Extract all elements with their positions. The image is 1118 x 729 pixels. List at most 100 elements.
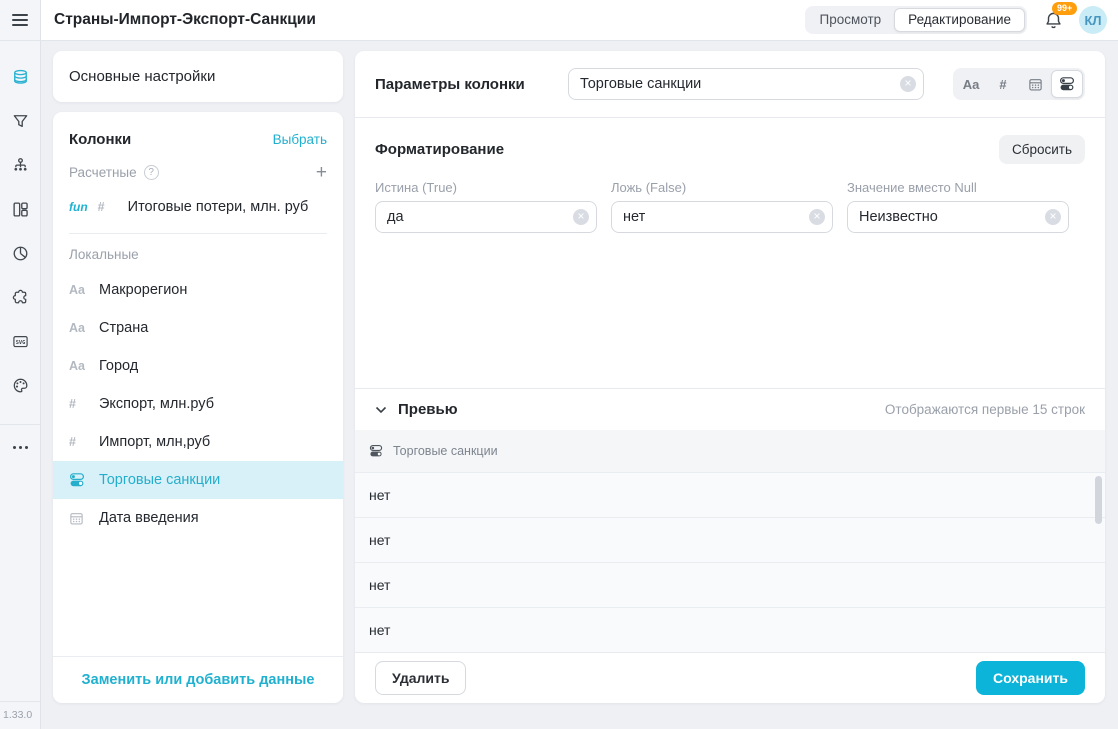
general-settings-label: Основные настройки <box>69 68 216 85</box>
reset-button[interactable]: Сбросить <box>998 135 1085 164</box>
table-row: нет <box>355 607 1105 652</box>
columns-title: Колонки <box>69 131 132 148</box>
type-selector: Aa # <box>953 68 1085 100</box>
table-row: нет <box>355 517 1105 562</box>
puzzle-icon <box>12 289 26 303</box>
hierarchy-icon <box>13 157 27 171</box>
number-type-icon: # <box>97 200 105 214</box>
column-item-date[interactable]: Дата введения <box>53 499 343 537</box>
column-item-label: Дата введения <box>99 510 199 526</box>
null-value-input[interactable] <box>847 201 1069 233</box>
table-row: нет <box>355 472 1105 517</box>
true-value-label: Истина (True) <box>375 180 457 195</box>
page-title: Страны-Импорт-Экспорт-Санкции <box>54 11 316 28</box>
layout-icon <box>12 201 28 217</box>
mode-edit-button[interactable]: Редактирование <box>894 8 1025 32</box>
rail-item-datasets[interactable] <box>0 55 40 99</box>
null-value-label: Значение вместо Null <box>847 180 977 195</box>
column-item-label: Страна <box>99 320 149 336</box>
clear-icon[interactable]: × <box>1045 209 1061 225</box>
preview-title: Превью <box>398 401 458 418</box>
svg-icon: SVG <box>12 335 28 347</box>
filter-icon <box>13 114 27 127</box>
column-name-input[interactable] <box>568 68 924 100</box>
preview-column-title: Торговые санкции <box>393 444 498 458</box>
mode-switcher: Просмотр Редактирование <box>804 6 1027 34</box>
collapse-preview-button[interactable] <box>375 406 387 414</box>
local-label: Локальные <box>69 247 139 262</box>
notification-badge: 99+ <box>1052 2 1078 15</box>
svg-text:SVG: SVG <box>15 339 25 345</box>
preview-table: нет нет нет нет <box>355 472 1105 652</box>
column-item-city[interactable]: Aa Город <box>53 347 343 385</box>
divider <box>355 117 1105 118</box>
null-value-field: Значение вместо Null × <box>847 180 1069 233</box>
type-boolean-button[interactable] <box>1051 70 1083 98</box>
type-number-button[interactable]: # <box>999 76 1007 92</box>
toggle-icon <box>69 472 89 488</box>
content-area: Основные настройки Колонки Выбрать Расче… <box>41 41 1118 729</box>
string-type-icon: Aa <box>69 321 85 335</box>
delete-button[interactable]: Удалить <box>375 661 467 695</box>
rail-item-filters[interactable] <box>0 99 40 143</box>
preview-note: Отображаются первые 15 строк <box>884 402 1085 417</box>
help-icon[interactable]: ? <box>143 165 159 180</box>
column-item-import[interactable]: # Импорт, млн,руб <box>53 423 343 461</box>
cell-value: нет <box>369 577 391 593</box>
avatar[interactable]: КЛ <box>1079 6 1107 34</box>
menu-button[interactable] <box>0 0 41 40</box>
column-item-country[interactable]: Aa Страна <box>53 309 343 347</box>
rail-divider <box>0 424 40 425</box>
column-item-label: Город <box>99 358 139 374</box>
toggle-icon <box>369 444 383 458</box>
function-icon: fun <box>69 200 88 214</box>
table-row: нет <box>355 562 1105 607</box>
calendar-icon <box>1028 78 1042 90</box>
rail-item-more[interactable] <box>0 425 40 469</box>
palette-icon <box>13 378 27 392</box>
mode-view-button[interactable]: Просмотр <box>819 12 882 27</box>
calendar-icon <box>69 511 89 526</box>
add-calculated-button[interactable]: + <box>315 162 327 183</box>
false-value-input[interactable] <box>611 201 833 233</box>
column-item-export[interactable]: # Экспорт, млн.руб <box>53 385 343 423</box>
column-item-macroregion[interactable]: Aa Макрорегион <box>53 271 343 309</box>
database-icon <box>13 69 27 84</box>
chevron-down-icon <box>375 406 387 413</box>
cell-value: нет <box>369 532 391 548</box>
false-value-label: Ложь (False) <box>611 180 687 195</box>
string-type-icon: Aa <box>69 283 85 297</box>
rail-item-charts[interactable] <box>0 231 40 275</box>
rail-item-svg[interactable]: SVG <box>0 319 40 363</box>
ellipsis-icon <box>12 445 28 449</box>
calculated-label: Расчетные <box>69 165 137 180</box>
icon-rail: SVG 1.33.0 <box>0 41 41 729</box>
type-string-button[interactable]: Aa <box>962 76 980 92</box>
column-name-field-wrap: × <box>568 68 924 100</box>
rail-item-layout[interactable] <box>0 187 40 231</box>
rail-item-relations[interactable] <box>0 143 40 187</box>
select-columns-link[interactable]: Выбрать <box>272 132 327 147</box>
general-settings-item[interactable]: Основные настройки <box>53 51 343 102</box>
column-item-label: Экспорт, млн.руб <box>99 396 215 412</box>
column-settings-panel: Параметры колонки × Aa # <box>355 51 1105 703</box>
preview-scrollbar[interactable] <box>1095 476 1102 524</box>
clear-icon[interactable]: × <box>900 76 916 92</box>
true-value-input[interactable] <box>375 201 597 233</box>
false-value-field: Ложь (False) × <box>611 180 833 233</box>
column-item-sanctions[interactable]: Торговые санкции <box>53 461 343 499</box>
column-item-calculated[interactable]: fun # Итоговые потери, млн. руб <box>53 188 343 226</box>
notifications-button[interactable]: 99+ <box>1042 2 1078 31</box>
divider <box>69 233 327 234</box>
top-bar: Страны-Импорт-Экспорт-Санкции Просмотр Р… <box>0 0 1118 41</box>
rail-item-styles[interactable] <box>0 363 40 407</box>
clear-icon[interactable]: × <box>809 209 825 225</box>
clear-icon[interactable]: × <box>573 209 589 225</box>
columns-panel: Колонки Выбрать Расчетные ? + fun # Итог… <box>53 112 343 703</box>
save-button[interactable]: Сохранить <box>976 661 1085 695</box>
panel-title: Параметры колонки <box>375 75 525 93</box>
type-date-button[interactable] <box>1019 70 1051 98</box>
rail-item-plugins[interactable] <box>0 275 40 319</box>
column-item-label: Макрорегион <box>99 282 188 298</box>
replace-data-link[interactable]: Заменить или добавить данные <box>53 656 343 703</box>
